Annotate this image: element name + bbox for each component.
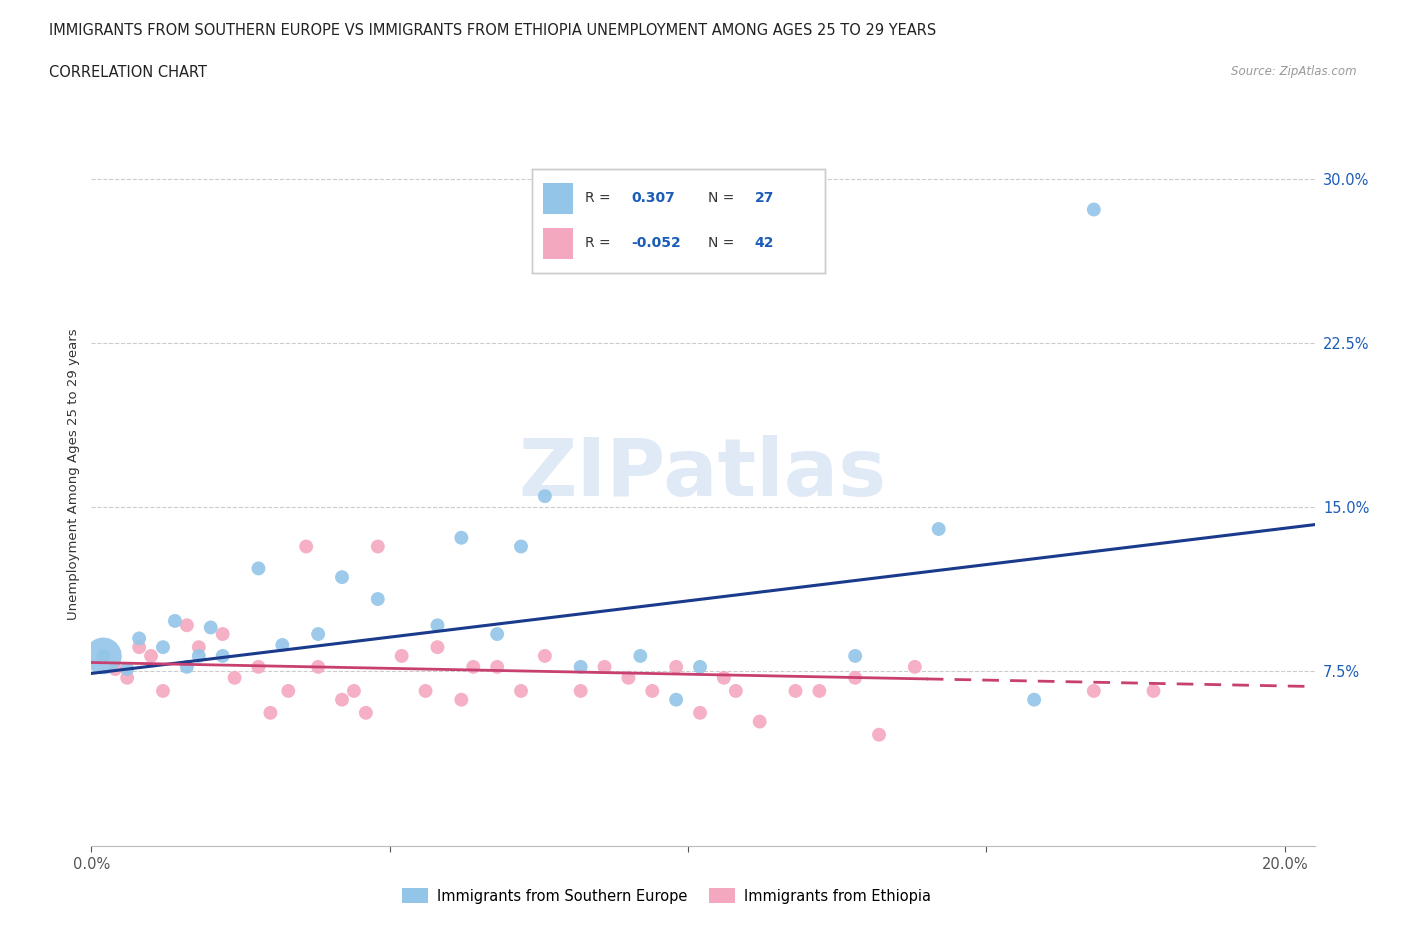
Point — [91, 648, 114, 663]
Point — [1083, 202, 1105, 217]
Point — [176, 659, 198, 674]
Point — [844, 671, 866, 685]
Point — [152, 640, 174, 655]
Point — [247, 561, 270, 576]
Point — [1083, 684, 1105, 698]
Point — [689, 705, 711, 720]
Point — [152, 684, 174, 698]
Point — [904, 659, 927, 674]
Point — [163, 614, 186, 629]
Text: CORRELATION CHART: CORRELATION CHART — [49, 65, 207, 80]
Point — [510, 684, 533, 698]
Y-axis label: Unemployment Among Ages 25 to 29 years: Unemployment Among Ages 25 to 29 years — [67, 328, 80, 620]
Point — [176, 618, 198, 632]
Point — [785, 684, 807, 698]
Point — [486, 627, 509, 642]
Point — [450, 692, 472, 707]
Point — [724, 684, 747, 698]
Point — [510, 539, 533, 554]
Point — [128, 631, 150, 645]
Point — [330, 570, 353, 585]
Point — [617, 671, 640, 685]
Point — [426, 640, 449, 655]
Point — [391, 648, 413, 663]
Point — [641, 684, 664, 698]
Text: IMMIGRANTS FROM SOUTHERN EUROPE VS IMMIGRANTS FROM ETHIOPIA UNEMPLOYMENT AMONG A: IMMIGRANTS FROM SOUTHERN EUROPE VS IMMIG… — [49, 23, 936, 38]
Point — [104, 661, 127, 676]
Point — [928, 522, 950, 537]
Point — [868, 727, 890, 742]
Point — [628, 648, 651, 663]
Point — [1142, 684, 1164, 698]
Point — [569, 684, 592, 698]
Point — [450, 530, 472, 545]
Point — [426, 618, 449, 632]
Point — [247, 659, 270, 674]
Point — [259, 705, 281, 720]
Point — [665, 692, 688, 707]
Point — [569, 659, 592, 674]
Point — [486, 659, 509, 674]
Point — [534, 648, 557, 663]
Point — [593, 659, 616, 674]
Point — [748, 714, 770, 729]
Point — [307, 627, 329, 642]
Point — [844, 648, 866, 663]
Point — [1024, 692, 1046, 707]
Point — [115, 671, 138, 685]
Point — [224, 671, 246, 685]
Text: Source: ZipAtlas.com: Source: ZipAtlas.com — [1232, 65, 1357, 78]
Point — [367, 591, 389, 606]
Point — [808, 684, 831, 698]
Point — [307, 659, 329, 674]
Point — [354, 705, 377, 720]
Point — [211, 627, 233, 642]
Point — [115, 661, 138, 676]
Point — [187, 648, 209, 663]
Point — [463, 659, 485, 674]
Point — [277, 684, 299, 698]
Point — [91, 648, 114, 663]
Point — [187, 640, 209, 655]
Point — [128, 640, 150, 655]
Point — [271, 638, 294, 653]
Point — [211, 648, 233, 663]
Point — [367, 539, 389, 554]
Point — [713, 671, 735, 685]
Point — [295, 539, 318, 554]
Point — [139, 648, 162, 663]
Point — [415, 684, 437, 698]
Point — [330, 692, 353, 707]
Point — [689, 659, 711, 674]
Point — [665, 659, 688, 674]
Point — [534, 489, 557, 504]
Text: ZIPatlas: ZIPatlas — [519, 435, 887, 513]
Point — [200, 620, 222, 635]
Legend: Immigrants from Southern Europe, Immigrants from Ethiopia: Immigrants from Southern Europe, Immigra… — [396, 883, 936, 910]
Point — [343, 684, 366, 698]
